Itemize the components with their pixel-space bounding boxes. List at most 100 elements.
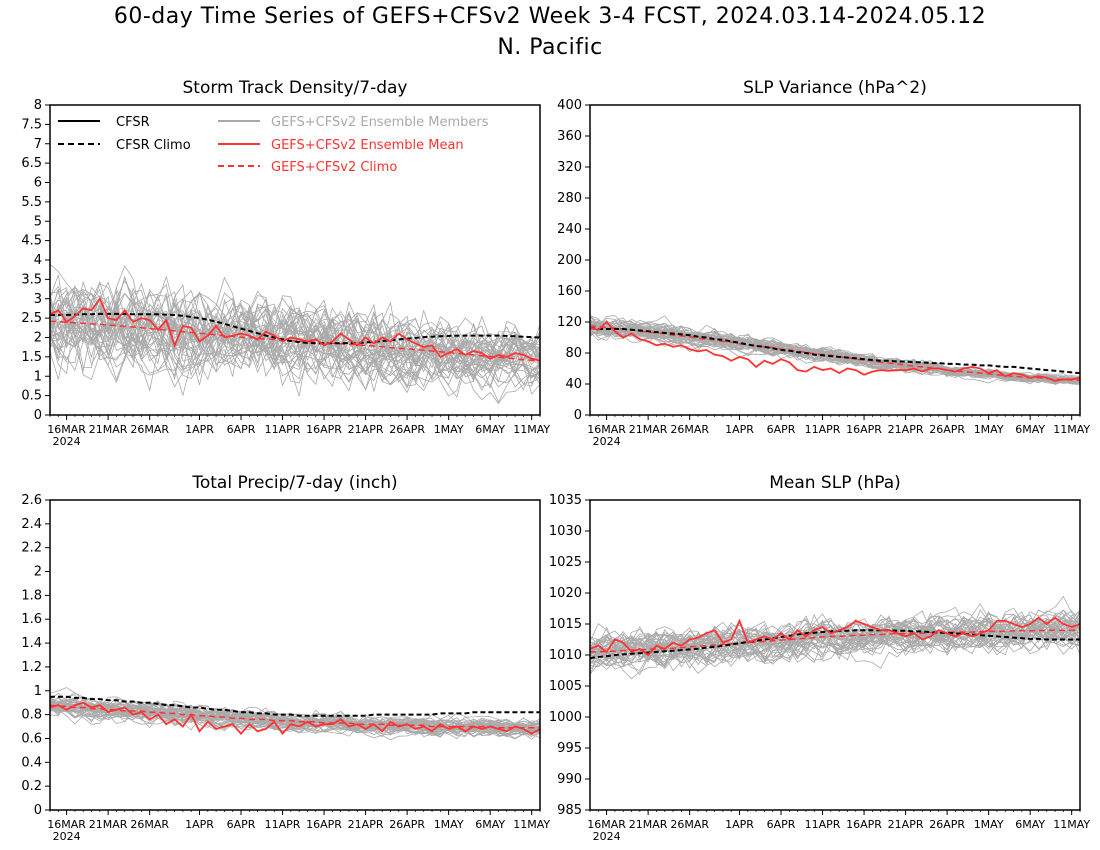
ensemble-member-line: [590, 613, 1080, 656]
y-tick-label: 240: [557, 222, 582, 237]
x-tick-label: 21MAR: [89, 423, 128, 436]
y-tick-label: 1035: [549, 493, 582, 508]
y-tick-label: 2.6: [21, 493, 42, 508]
x-tick-label: 16APR: [846, 818, 882, 831]
x-tick-label: 26MAR: [130, 423, 169, 436]
panel-title: Total Precip/7-day (inch): [191, 473, 397, 493]
ensemble-member-line: [590, 616, 1080, 672]
y-tick-label: 6: [34, 176, 42, 191]
chart-panel-4: Mean SLP (hPa) 985 990 995 1000 1005 1010 1015 1…: [549, 473, 1091, 843]
gefs-climo-line: [590, 629, 1080, 653]
y-tick-label: 985: [557, 803, 582, 818]
figure-title: 60-day Time Series of GEFS+CFSv2 Week 3-…: [113, 4, 987, 29]
cfsr-climo-line: [590, 629, 1080, 660]
ensemble-member-line: [50, 698, 540, 736]
chart-panel-1: Storm Track Density/7-day 0 0.5 1 1.5 2 2.5 3 3.…: [21, 78, 550, 448]
y-tick-label: 0.6: [21, 731, 42, 746]
y-tick-label: 1.5: [21, 350, 42, 365]
ensemble-member-line: [50, 284, 540, 390]
y-tick-label: 8: [34, 98, 42, 113]
y-tick-label: 2.2: [21, 541, 42, 556]
x-tick-label: 6MAY: [475, 818, 505, 831]
figure-subtitle-region: N. Pacific: [497, 35, 603, 60]
x-tick-label: 11APR: [265, 423, 301, 436]
panel-title: Storm Track Density/7-day: [183, 78, 408, 98]
x-tick-label: 21APR: [888, 423, 924, 436]
x-tick-label: 1APR: [185, 423, 214, 436]
chart-panel-3: Total Precip/7-day (inch)00.20.40.60.811…: [21, 473, 550, 843]
x-tick-label: 21MAR: [629, 818, 668, 831]
ensemble-member-line: [590, 615, 1080, 666]
cfsr-climo-line: [50, 312, 540, 345]
plot-area: [590, 595, 1080, 680]
x-tick-label: 6MAY: [1015, 423, 1045, 436]
ensemble-member-line: [50, 705, 540, 738]
x-tick-label: 26MAR: [130, 818, 169, 831]
x-tick-label: 26APR: [389, 423, 425, 436]
x-tick-label: 6MAY: [1015, 818, 1045, 831]
x-tick-label: 11APR: [265, 818, 301, 831]
y-tick-label: 0.8: [21, 708, 42, 723]
x-tick-label: 16APR: [306, 423, 342, 436]
x-tick-label: 21MAR: [89, 818, 128, 831]
ensemble-member-line: [50, 299, 540, 383]
y-tick-label: 7.5: [21, 117, 42, 132]
legend-label-cfsr: CFSR: [116, 115, 150, 130]
x-tick-label: 1APR: [725, 423, 754, 436]
ensemble-member-line: [590, 607, 1080, 664]
x-tick-label: 6APR: [767, 423, 796, 436]
y-tick-label: 1: [34, 684, 42, 699]
y-tick-label: 1015: [549, 617, 582, 632]
legend-label-gefs-climo: GEFS+CFSv2 Climo: [271, 160, 397, 175]
x-tick-label: 11MAY: [1053, 818, 1090, 831]
x-tick-label: 21MAR: [629, 423, 668, 436]
panel-frame: [49, 104, 541, 416]
x-tick-label: 16APR: [306, 818, 342, 831]
y-tick-label: 80: [565, 346, 582, 361]
y-tick-label: 280: [557, 191, 582, 206]
x-tick-label: 21APR: [348, 818, 384, 831]
x-tick-label: 11MAY: [1053, 423, 1090, 436]
y-tick-label: 40: [565, 377, 582, 392]
ensemble-member-line: [590, 322, 1080, 384]
x-tick-label: 26APR: [929, 423, 965, 436]
y-tick-label: 1.6: [21, 612, 42, 627]
y-tick-label: 0: [574, 408, 582, 423]
ensemble-member-line: [50, 298, 540, 384]
x-tick-label: 11APR: [805, 423, 841, 436]
x-tick-label: 11MAY: [513, 423, 550, 436]
x-tick-label: 11APR: [805, 818, 841, 831]
x-tick-label: 26MAR: [670, 818, 709, 831]
y-tick-label: 360: [557, 129, 582, 144]
ensemble-member-line: [50, 288, 540, 389]
y-tick-label: 1005: [549, 679, 582, 694]
y-tick-label: 200: [557, 253, 582, 268]
y-tick-label: 2.4: [21, 517, 42, 532]
x-year-label: 2024: [593, 435, 621, 448]
x-tick-label: 26APR: [929, 818, 965, 831]
y-tick-label: 400: [557, 98, 582, 113]
legend-label-ens-mean: GEFS+CFSv2 Ensemble Mean: [271, 138, 464, 153]
y-tick-label: 5: [34, 214, 42, 229]
y-tick-label: 2: [34, 565, 42, 580]
y-tick-label: 0: [34, 408, 42, 423]
x-tick-label: 16MAR: [587, 423, 626, 436]
y-tick-label: 0.4: [21, 755, 42, 770]
x-tick-label: 16APR: [846, 423, 882, 436]
x-tick-label: 6APR: [227, 818, 256, 831]
y-tick-label: 2.5: [21, 311, 42, 326]
x-tick-label: 1APR: [725, 818, 754, 831]
y-tick-label: 3: [34, 292, 42, 307]
x-tick-label: 11MAY: [513, 818, 550, 831]
ensemble-mean-line: [50, 701, 540, 736]
panel-frame: [589, 499, 1081, 811]
panel-title: SLP Variance (hPa^2): [743, 78, 927, 98]
x-tick-label: 26MAR: [670, 423, 709, 436]
x-tick-label: 21APR: [348, 423, 384, 436]
y-tick-label: 1.4: [21, 636, 42, 651]
legend-label-cfsr-climo: CFSR Climo: [116, 138, 191, 153]
y-tick-label: 0.2: [21, 779, 42, 794]
x-tick-label: 6MAY: [475, 423, 505, 436]
x-tick-label: 1MAY: [974, 818, 1004, 831]
ensemble-member-line: [50, 301, 540, 385]
